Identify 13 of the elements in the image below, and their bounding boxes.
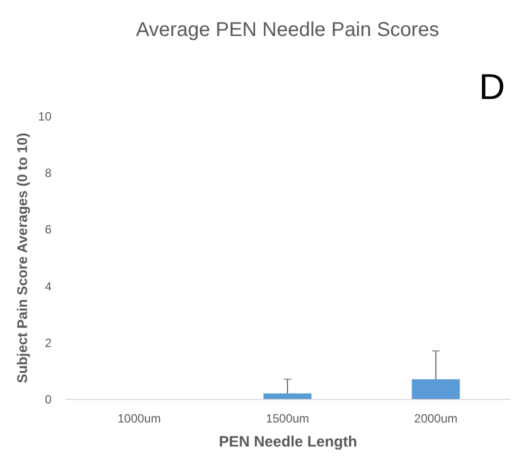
text: D (479, 66, 505, 107)
chart-title: Average PEN Needle Pain Scores (136, 19, 440, 41)
y-tick-label: 8 (44, 166, 52, 180)
y-tick-label: 6 (44, 222, 52, 237)
x-tick-label: 1000um (117, 412, 161, 426)
y-tick-label: 10 (38, 110, 52, 124)
x-tick-label: 2000um (414, 412, 458, 426)
y-axis-title: Subject Pain Score Averages (0 to 10) (14, 132, 30, 384)
x-tick-label: 1500um (266, 412, 310, 426)
y-tick-label: 2 (44, 336, 52, 350)
y-tick-label: 0 (44, 392, 52, 406)
y-tick-label: 4 (44, 279, 52, 294)
x-axis-title: PEN Needle Length (218, 434, 358, 450)
